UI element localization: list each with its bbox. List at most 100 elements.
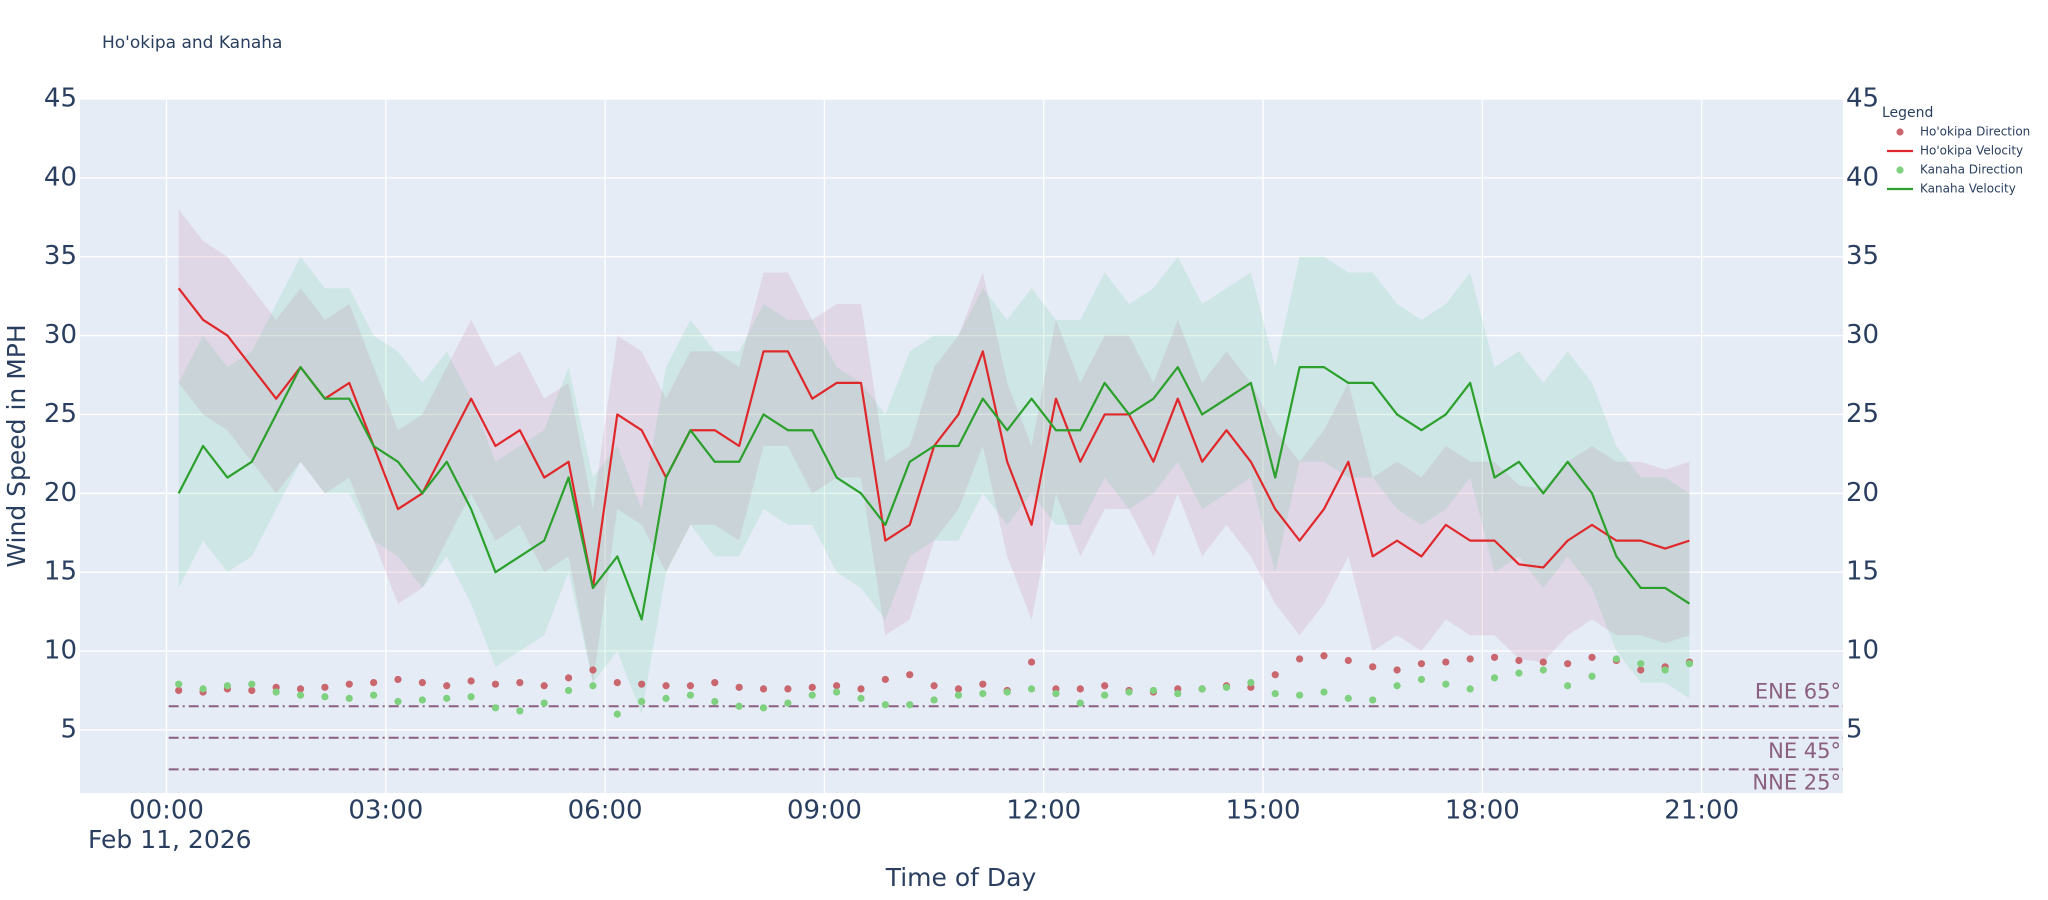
direction-point [1466, 655, 1474, 663]
direction-point [662, 694, 670, 702]
range-band [178, 256, 1690, 715]
direction-point [638, 680, 646, 688]
direction-point [1685, 660, 1694, 668]
direction-point [1296, 691, 1304, 699]
direction-point [1296, 655, 1304, 663]
y-axis-title: Wind Speed in MPH [2, 324, 31, 567]
direction-point [370, 678, 378, 687]
y2-tick-label: 15 [1846, 557, 1879, 587]
direction-point [491, 704, 500, 712]
direction-point [296, 691, 305, 699]
x-axis-title: Time of Day [885, 863, 1037, 892]
legend-label: Ho'okipa Direction [1920, 125, 2030, 139]
direction-point [954, 691, 963, 699]
y2-tick-label: 30 [1846, 320, 1879, 350]
direction-point [467, 693, 475, 701]
direction-point [808, 683, 816, 691]
direction-point [321, 693, 329, 701]
x-tick-label: 12:00 [1006, 796, 1081, 826]
direction-point [1369, 663, 1377, 671]
direction-point [1198, 685, 1206, 693]
y-tick-label: 15 [44, 557, 77, 587]
direction-point [564, 674, 573, 682]
direction-point [443, 682, 451, 690]
direction-point [589, 666, 597, 674]
direction-point [954, 685, 963, 693]
direction-point [881, 701, 889, 709]
direction-point [491, 680, 500, 688]
direction-point [711, 678, 719, 687]
direction-point [175, 686, 183, 695]
direction-point [370, 691, 378, 699]
velocity-line [177, 366, 1691, 621]
direction-point [906, 671, 914, 679]
direction-point [175, 680, 183, 688]
y-tick-label: 40 [44, 162, 77, 192]
x-tick-label: 00:00 [129, 796, 204, 826]
direction-point [735, 683, 743, 691]
direction-point [638, 697, 646, 706]
legend-label: Kanaha Direction [1920, 163, 2023, 177]
x-date-label: Feb 11, 2026 [88, 825, 252, 854]
direction-point [1466, 685, 1474, 693]
direction-point [1003, 688, 1011, 696]
direction-point [1637, 660, 1645, 668]
x-tick-label: 15:00 [1226, 796, 1301, 826]
direction-point [321, 683, 329, 691]
direction-point [248, 686, 256, 695]
y2-tick-label: 45 [1846, 84, 1879, 114]
direction-point [443, 694, 451, 702]
direction-point [1076, 685, 1084, 693]
y2-tick-label: 10 [1846, 636, 1879, 666]
legend-symbol [1896, 166, 1904, 174]
y-tick-label: 35 [44, 241, 77, 271]
direction-point [564, 686, 573, 695]
direction-point [1539, 658, 1547, 666]
direction-point [248, 680, 256, 688]
direction-point [1539, 666, 1547, 674]
direction-point [613, 710, 621, 718]
direction-point [881, 675, 889, 684]
direction-point [857, 694, 865, 702]
y-tick-label: 10 [44, 636, 77, 666]
direction-point [1174, 690, 1182, 698]
direction-point [345, 680, 353, 688]
direction-point [711, 697, 719, 706]
direction-point [979, 680, 987, 688]
direction-point [1417, 675, 1426, 684]
direction-point [979, 690, 987, 698]
direction-point [1052, 690, 1060, 698]
direction-point [516, 678, 524, 687]
direction-point [930, 682, 938, 690]
x-tick-label: 03:00 [348, 796, 423, 826]
direction-point [1637, 666, 1645, 674]
direction-point [1442, 658, 1450, 666]
direction-point [1564, 682, 1572, 690]
y2-tick-label: 5 [1846, 714, 1863, 744]
direction-point [1442, 680, 1450, 688]
reference-label: NNE 25° [1752, 770, 1841, 794]
direction-point [662, 682, 670, 690]
direction-point [1588, 672, 1596, 680]
direction-point [906, 701, 914, 709]
direction-point [857, 685, 865, 693]
direction-point [1490, 674, 1499, 682]
direction-point [1271, 690, 1279, 698]
direction-point [1344, 694, 1352, 702]
legend-title: Legend [1882, 105, 1933, 121]
y2-tick-label: 20 [1846, 478, 1879, 508]
direction-point [1588, 653, 1596, 661]
y-tick-label: 45 [44, 84, 77, 114]
y2-tick-label: 35 [1846, 241, 1879, 271]
direction-point [784, 699, 792, 707]
direction-point [1417, 660, 1426, 668]
direction-point [1612, 655, 1620, 663]
plot-area [168, 209, 1843, 771]
direction-point [394, 675, 402, 684]
direction-point [1027, 685, 1036, 693]
y-tick-label: 30 [44, 320, 77, 350]
direction-point [1515, 669, 1523, 677]
y-tick-label: 25 [44, 399, 77, 429]
